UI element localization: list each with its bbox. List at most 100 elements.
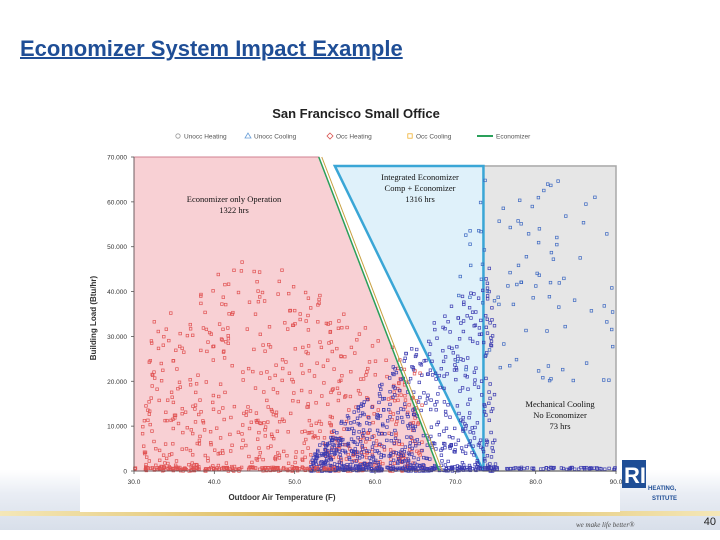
data-point (180, 346, 184, 350)
data-point (175, 367, 179, 371)
data-point (162, 465, 167, 470)
data-point (178, 344, 182, 349)
data-point (433, 442, 437, 446)
data-point (309, 306, 313, 310)
data-point (230, 443, 234, 447)
data-point (485, 286, 490, 290)
logo-line-1: HEATING, (648, 486, 677, 492)
data-point (387, 454, 391, 458)
data-point (464, 367, 468, 372)
data-point (465, 314, 469, 318)
data-point (589, 309, 594, 313)
data-point (291, 285, 296, 289)
data-point (336, 398, 341, 403)
x-tick-label: 40.0 (208, 479, 221, 486)
data-point (226, 334, 230, 338)
data-point (328, 329, 333, 334)
data-point (254, 457, 258, 461)
data-point (443, 327, 447, 331)
data-point (370, 344, 375, 348)
data-point (166, 461, 170, 466)
data-point (316, 303, 320, 307)
data-point (485, 317, 489, 321)
data-point (218, 436, 223, 440)
data-point (605, 320, 609, 324)
data-point (356, 405, 360, 410)
data-point (374, 439, 379, 443)
page-number: 40 (703, 516, 716, 528)
data-point (364, 465, 368, 470)
data-point (262, 299, 267, 303)
data-point (473, 378, 477, 382)
data-point (343, 422, 347, 426)
data-point (164, 327, 168, 331)
data-point (453, 426, 457, 431)
data-point (142, 444, 146, 448)
data-point (482, 457, 487, 461)
data-point (417, 380, 421, 385)
data-point (211, 407, 216, 411)
data-point (298, 317, 302, 322)
data-point (244, 409, 249, 414)
data-point (226, 282, 231, 286)
data-point (418, 395, 422, 400)
data-point (144, 404, 148, 408)
x-tick-label: 30.0 (128, 479, 141, 486)
data-point (536, 240, 541, 245)
data-point (422, 455, 426, 460)
data-point (544, 466, 549, 470)
data-point (315, 456, 319, 460)
data-point (593, 195, 597, 199)
data-point (545, 329, 549, 333)
data-point (489, 336, 493, 340)
y-tick-label: 30.000 (107, 334, 127, 341)
legend-triangle-icon (244, 132, 252, 139)
data-point (288, 308, 293, 313)
data-point (166, 466, 170, 470)
data-point (450, 466, 455, 470)
data-point (458, 274, 462, 279)
data-point (231, 310, 235, 315)
data-point (448, 415, 452, 419)
data-point (169, 311, 173, 315)
data-point (156, 346, 161, 351)
data-point (449, 443, 454, 447)
data-point (453, 450, 457, 454)
data-point (194, 462, 198, 467)
data-point (468, 295, 472, 299)
data-point (365, 451, 369, 455)
data-point (334, 447, 338, 452)
data-point (441, 349, 445, 353)
data-point (487, 266, 491, 271)
data-point (484, 314, 488, 318)
data-point (488, 462, 492, 466)
data-point (393, 399, 397, 403)
data-point (610, 327, 614, 332)
data-point (306, 405, 310, 409)
data-point (229, 449, 233, 453)
data-point (422, 391, 426, 395)
data-point (373, 373, 377, 377)
region-label-econ-only: Economizer only Operation (187, 194, 282, 204)
data-point (379, 387, 383, 392)
data-point (306, 313, 310, 318)
data-point (316, 320, 320, 324)
data-point (489, 430, 493, 435)
data-point (261, 457, 265, 462)
data-point (146, 408, 150, 412)
data-point (459, 446, 464, 450)
data-point (406, 457, 410, 461)
data-point (515, 282, 519, 287)
data-point (339, 458, 343, 462)
data-point (335, 448, 339, 453)
data-point (256, 300, 261, 304)
data-point (392, 372, 396, 377)
data-point (322, 467, 326, 471)
data-point (232, 268, 236, 272)
data-point (281, 366, 285, 371)
data-point (191, 333, 195, 337)
data-point (150, 372, 154, 377)
data-point (149, 339, 154, 343)
data-point (445, 372, 449, 376)
data-point (355, 416, 360, 420)
